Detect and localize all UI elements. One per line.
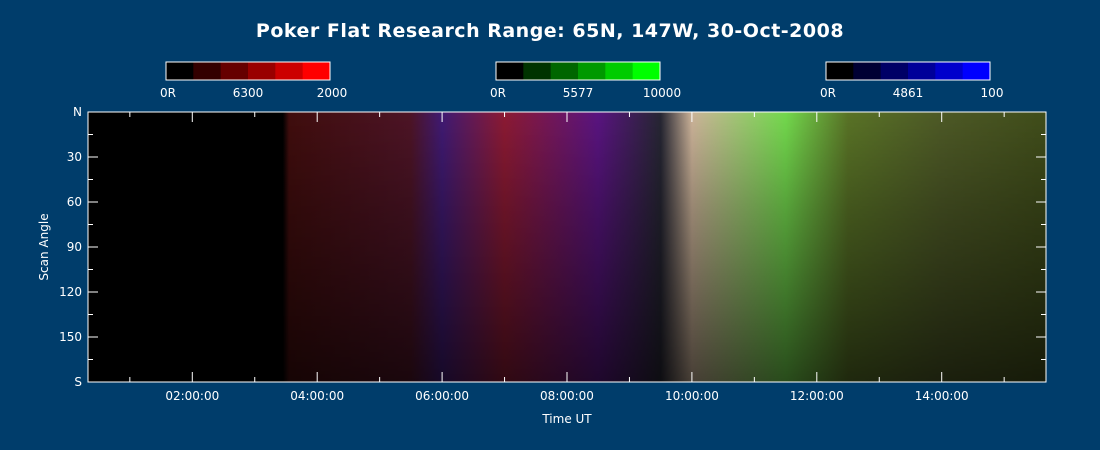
x-tick-label: 02:00:00 bbox=[165, 389, 219, 403]
colorbar-frame bbox=[495, 61, 661, 81]
colorbar-4861: 0R 4861 100 bbox=[820, 61, 1004, 100]
y-tick-label: 60 bbox=[67, 195, 82, 209]
x-tick-label: 10:00:00 bbox=[665, 389, 719, 403]
colorbar-min-label: 0R bbox=[490, 86, 506, 100]
colorbar-swatch bbox=[302, 62, 331, 80]
x-axis-label: Time UT bbox=[541, 412, 592, 426]
colorbar-swatch bbox=[908, 62, 936, 80]
colorbar-6300: 0R 6300 2000 bbox=[160, 61, 348, 100]
colorbar-min-label: 0R bbox=[160, 86, 176, 100]
colorbar-frame bbox=[825, 61, 991, 81]
colorbar-swatch bbox=[632, 62, 661, 80]
colorbar-5577: 0R 5577 10000 bbox=[490, 61, 681, 100]
y-tick-label: 120 bbox=[59, 285, 82, 299]
colorbar-swatch bbox=[853, 62, 882, 80]
colorbar-min-label: 0R bbox=[820, 86, 836, 100]
y-tick-label: S bbox=[74, 375, 82, 389]
colorbar-swatch bbox=[248, 62, 276, 80]
colorbar-max-label: 2000 bbox=[317, 86, 348, 100]
colorbar-swatch bbox=[826, 62, 854, 80]
colorbar-swatch bbox=[275, 62, 304, 80]
y-tick-label: 150 bbox=[59, 330, 82, 344]
x-tick-label: 06:00:00 bbox=[415, 389, 469, 403]
y-axis: N 30 60 90 120 150 S bbox=[59, 105, 1046, 389]
x-axis: 02:00:00 04:00:00 06:00:00 08:00:00 10:00:00… bbox=[129, 112, 1005, 403]
colorbar-max-label: 100 bbox=[981, 86, 1004, 100]
colorbar-center-label: 5577 bbox=[563, 86, 594, 100]
colorbar-center-label: 6300 bbox=[233, 86, 264, 100]
chart-title: Poker Flat Research Range: 65N, 147W, 30… bbox=[256, 20, 844, 42]
x-tick-label: 14:00:00 bbox=[915, 389, 969, 403]
y-axis-label: Scan Angle bbox=[37, 213, 51, 280]
colorbar-legends: 0R 6300 2000 0R 5577 10000 0R 4861 100 bbox=[160, 61, 1004, 100]
y-tick-label: 90 bbox=[67, 240, 82, 254]
x-tick-label: 08:00:00 bbox=[540, 389, 594, 403]
x-tick-label: 12:00:00 bbox=[790, 389, 844, 403]
colorbar-swatch bbox=[578, 62, 606, 80]
colorbar-swatch bbox=[523, 62, 552, 80]
colorbar-swatch bbox=[935, 62, 964, 80]
x-tick-label: 04:00:00 bbox=[290, 389, 344, 403]
colorbar-swatch bbox=[193, 62, 222, 80]
colorbar-max-label: 10000 bbox=[643, 86, 681, 100]
colorbar-frame bbox=[165, 61, 331, 81]
colorbar-swatch bbox=[496, 62, 524, 80]
blue-emission-band bbox=[88, 112, 1046, 382]
colorbar-center-label: 4861 bbox=[893, 86, 924, 100]
colorbar-swatch bbox=[962, 62, 991, 80]
colorbar-swatch bbox=[605, 62, 634, 80]
y-tick-label: N bbox=[73, 105, 82, 119]
colorbar-swatch bbox=[220, 62, 249, 80]
colorbar-swatch bbox=[550, 62, 579, 80]
y-tick-label: 30 bbox=[67, 150, 82, 164]
colorbar-swatch bbox=[166, 62, 194, 80]
colorbar-swatch bbox=[880, 62, 909, 80]
plot-area bbox=[87, 111, 1047, 383]
